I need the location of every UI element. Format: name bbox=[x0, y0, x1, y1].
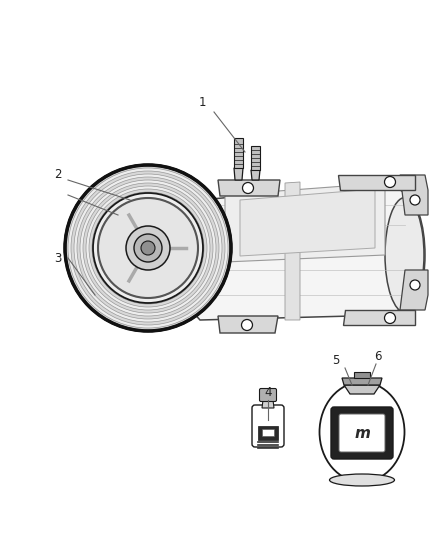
Circle shape bbox=[385, 312, 396, 324]
Polygon shape bbox=[343, 310, 415, 325]
Circle shape bbox=[126, 226, 170, 270]
Polygon shape bbox=[354, 372, 370, 378]
Circle shape bbox=[80, 180, 216, 316]
FancyBboxPatch shape bbox=[339, 414, 385, 452]
Polygon shape bbox=[285, 182, 300, 320]
Circle shape bbox=[410, 280, 420, 290]
Circle shape bbox=[89, 189, 207, 307]
Text: m: m bbox=[354, 425, 370, 440]
Text: 6: 6 bbox=[374, 350, 382, 362]
Circle shape bbox=[74, 174, 222, 322]
Circle shape bbox=[83, 183, 213, 313]
Circle shape bbox=[134, 234, 162, 262]
Polygon shape bbox=[234, 138, 243, 168]
Polygon shape bbox=[262, 400, 274, 408]
Circle shape bbox=[86, 186, 210, 310]
Circle shape bbox=[71, 171, 225, 325]
Ellipse shape bbox=[385, 198, 425, 312]
Ellipse shape bbox=[319, 382, 405, 482]
FancyBboxPatch shape bbox=[259, 389, 276, 401]
FancyBboxPatch shape bbox=[252, 405, 284, 447]
Polygon shape bbox=[251, 146, 260, 170]
Polygon shape bbox=[225, 183, 385, 262]
Polygon shape bbox=[240, 189, 375, 256]
Polygon shape bbox=[344, 385, 380, 394]
Polygon shape bbox=[182, 183, 415, 320]
Text: 4: 4 bbox=[264, 386, 272, 400]
Polygon shape bbox=[338, 175, 415, 190]
Polygon shape bbox=[218, 316, 278, 333]
Polygon shape bbox=[262, 429, 274, 436]
Circle shape bbox=[241, 319, 252, 330]
Circle shape bbox=[65, 165, 231, 331]
Ellipse shape bbox=[329, 474, 395, 486]
Circle shape bbox=[385, 176, 396, 188]
Polygon shape bbox=[258, 426, 278, 440]
Text: 2: 2 bbox=[54, 167, 62, 181]
Polygon shape bbox=[342, 378, 382, 385]
Polygon shape bbox=[251, 170, 260, 180]
Circle shape bbox=[141, 241, 155, 255]
Circle shape bbox=[98, 198, 198, 298]
FancyBboxPatch shape bbox=[331, 407, 393, 459]
Polygon shape bbox=[400, 175, 428, 215]
Circle shape bbox=[92, 192, 204, 304]
Polygon shape bbox=[234, 168, 243, 180]
Text: 1: 1 bbox=[198, 95, 206, 109]
Polygon shape bbox=[218, 180, 280, 196]
Polygon shape bbox=[400, 270, 428, 310]
Text: 3: 3 bbox=[54, 252, 62, 264]
Circle shape bbox=[243, 182, 254, 193]
Circle shape bbox=[410, 195, 420, 205]
Text: 5: 5 bbox=[332, 353, 340, 367]
Circle shape bbox=[77, 177, 219, 319]
Ellipse shape bbox=[185, 198, 215, 312]
Circle shape bbox=[68, 168, 228, 328]
Circle shape bbox=[65, 165, 231, 331]
